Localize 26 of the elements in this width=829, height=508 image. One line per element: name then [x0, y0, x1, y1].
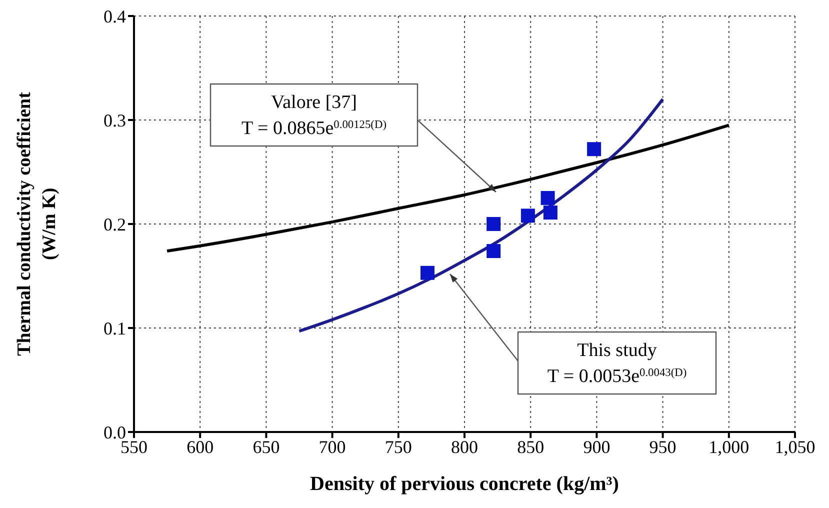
y-tick-label: 0.1 [104, 318, 126, 338]
x-tick-label: 600 [186, 436, 214, 457]
x-tick-label: 750 [384, 436, 412, 457]
x-tick-label: 1,000 [708, 436, 750, 457]
annotation: Valore [37] T = 0.0865e$^{0.00125(D)}$ [241, 92, 387, 139]
point [420, 266, 434, 280]
point [520, 208, 535, 223]
x-tick-label: 850 [517, 436, 544, 457]
x-tick-label: 700 [318, 436, 346, 457]
y-tick-label: 0.3 [104, 110, 126, 130]
y-tick-label: 0.2 [104, 214, 126, 234]
y-axis-title: Thermal conductivity coefficient (W/m K) [14, 91, 60, 356]
x-tick-label: 800 [451, 436, 478, 457]
x-axis-title: Density of pervious concrete (kg/m³) [310, 473, 619, 495]
x-tick-label: 650 [252, 436, 280, 457]
point [587, 142, 602, 156]
y-tick-label: 0.0 [104, 422, 126, 442]
point [486, 244, 501, 258]
x-tick-label: 1,050 [774, 436, 816, 457]
x-tick-label: 950 [649, 436, 676, 457]
point [486, 217, 501, 231]
point [540, 191, 555, 205]
x-tick-label: 900 [583, 436, 610, 457]
annotation: This study T = 0.0053e$^{0.0043(D)}$ [547, 340, 687, 387]
y-tick-label: 0.4 [104, 6, 126, 26]
point [543, 206, 558, 220]
